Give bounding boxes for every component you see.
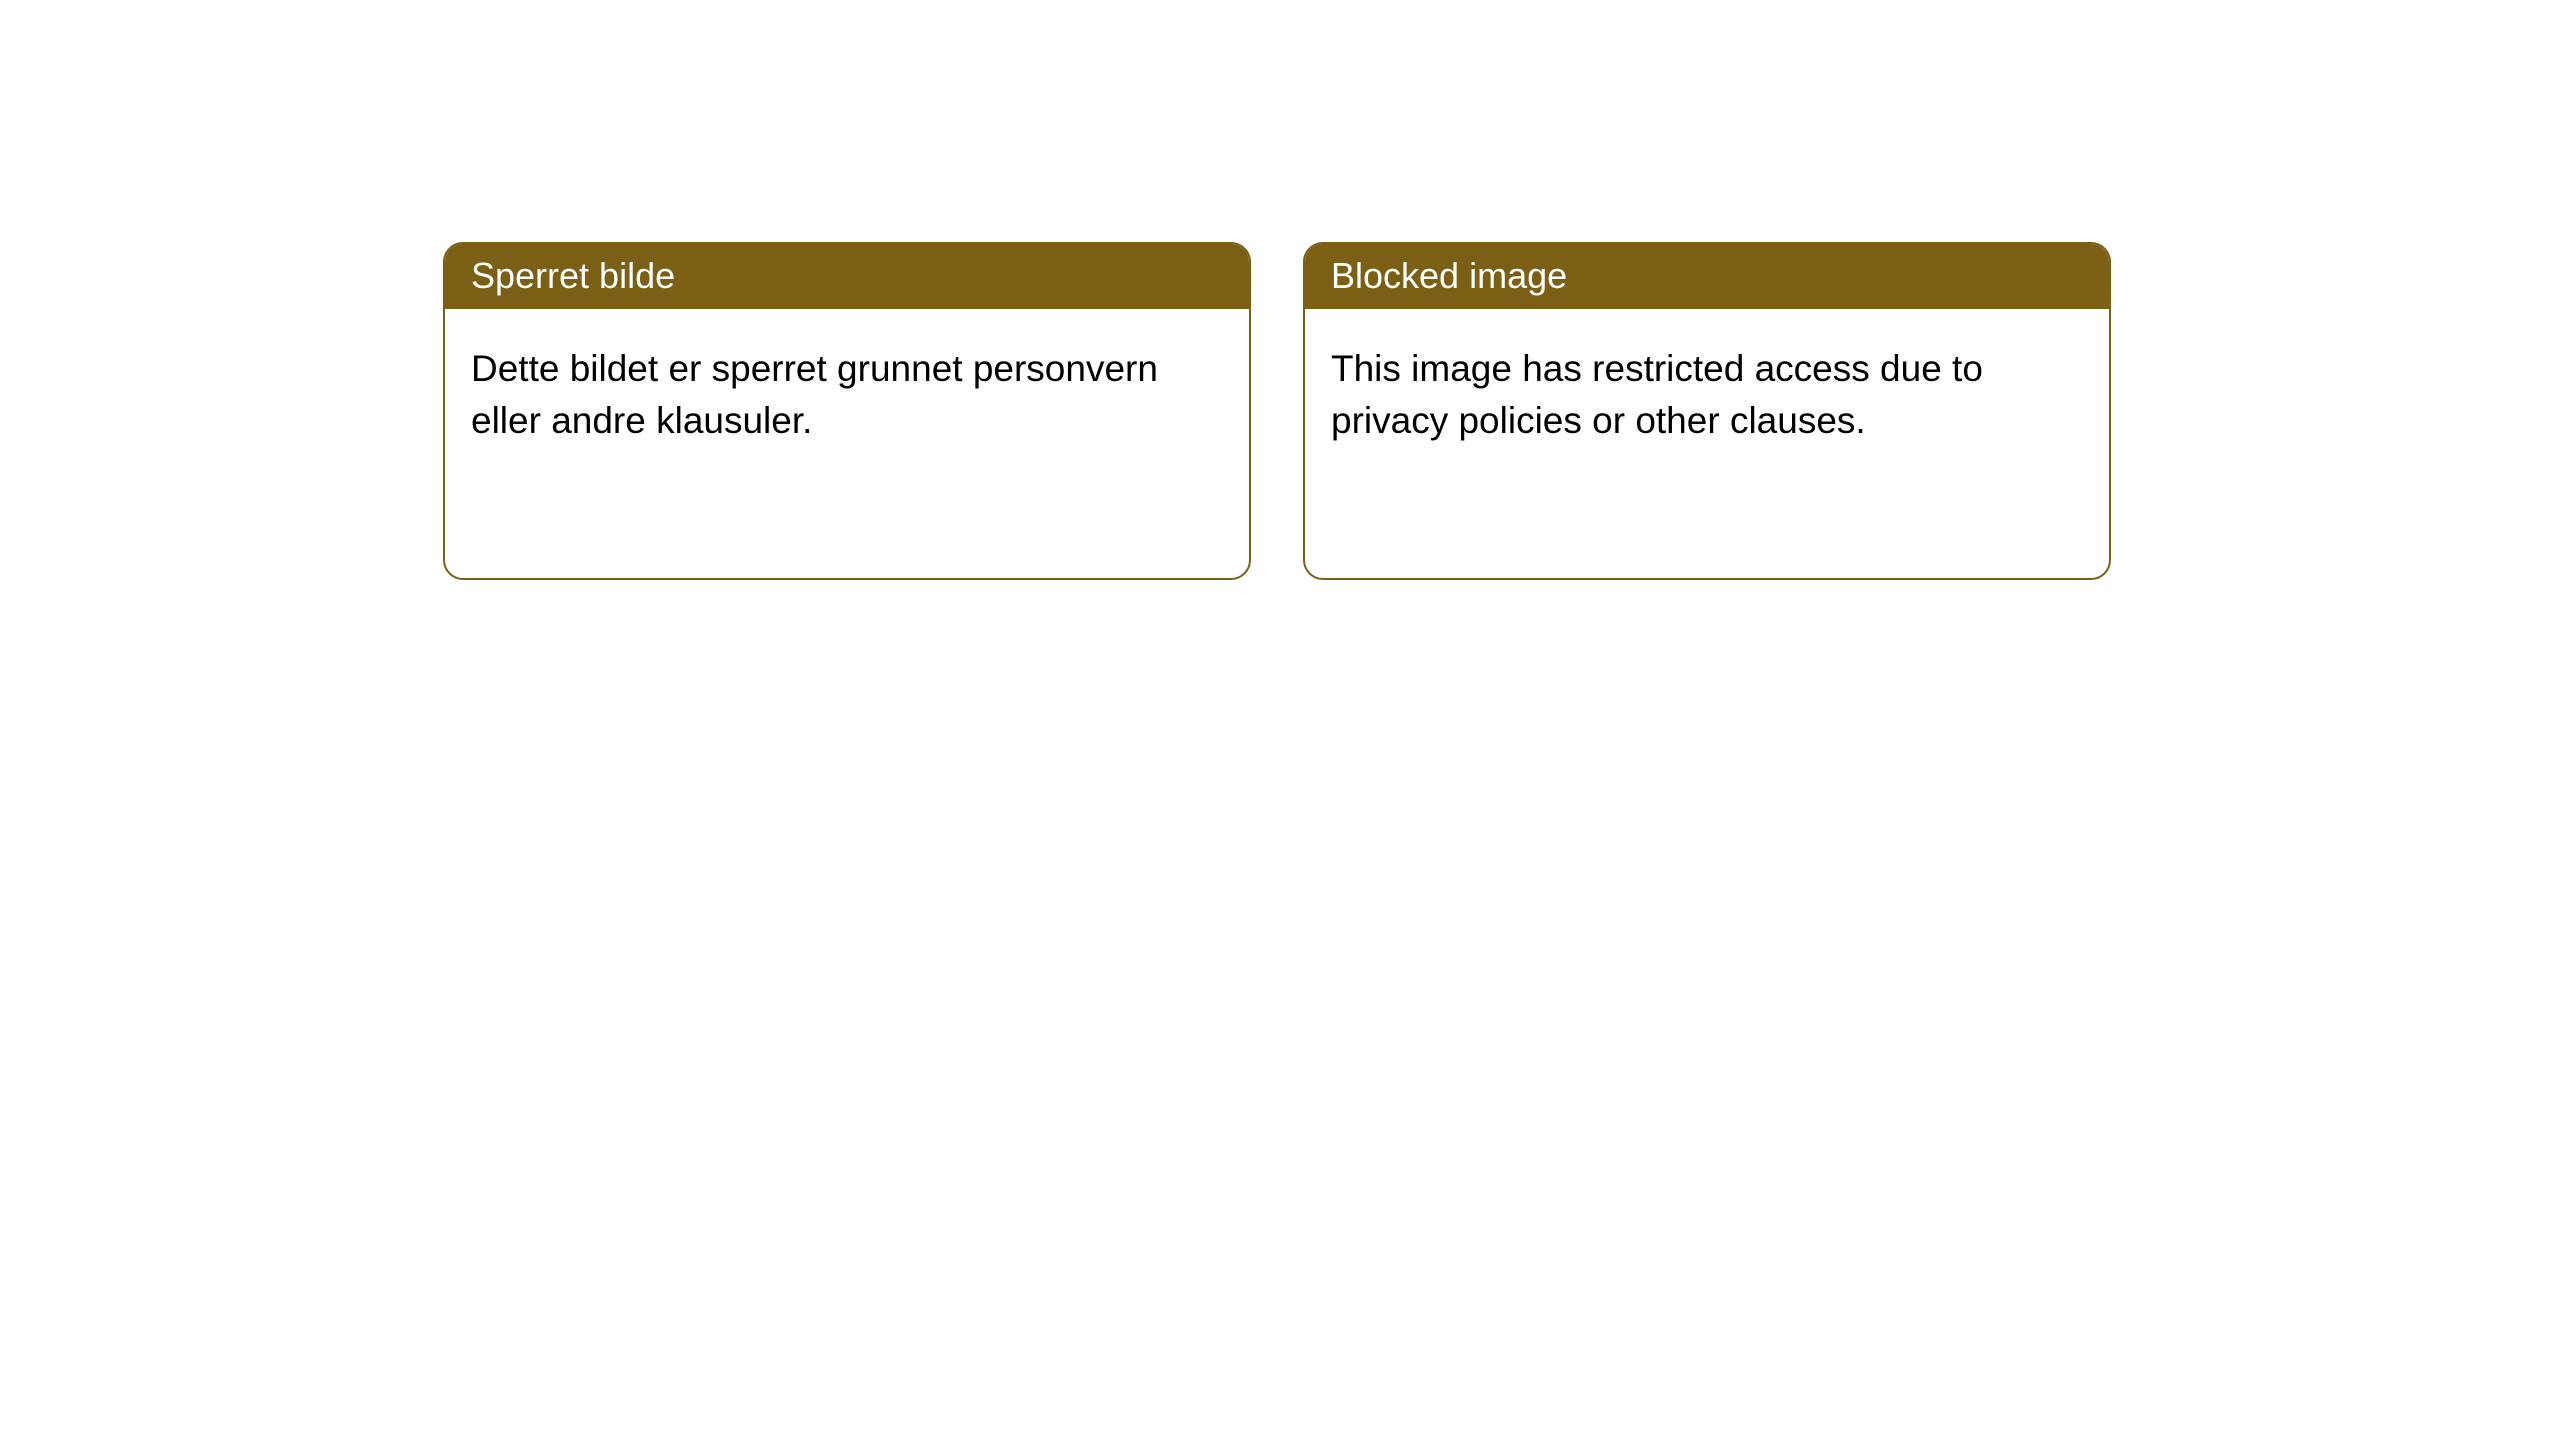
card-header-en: Blocked image — [1305, 244, 2109, 309]
blocked-image-card-no: Sperret bilde Dette bildet er sperret gr… — [443, 242, 1251, 580]
card-body-no: Dette bildet er sperret grunnet personve… — [445, 309, 1249, 473]
card-body-en: This image has restricted access due to … — [1305, 309, 2109, 473]
card-header-no: Sperret bilde — [445, 244, 1249, 309]
cards-container: Sperret bilde Dette bildet er sperret gr… — [0, 0, 2560, 580]
blocked-image-card-en: Blocked image This image has restricted … — [1303, 242, 2111, 580]
